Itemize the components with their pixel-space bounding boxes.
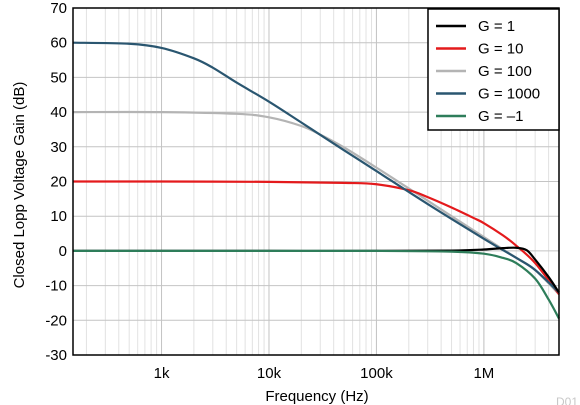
y-tick-label: 30 [50, 139, 67, 156]
legend-label: G = 10 [478, 41, 523, 58]
series-line-2 [72, 180, 560, 295]
y-tick-label: 20 [50, 174, 67, 191]
y-tick-label: 10 [50, 208, 67, 225]
x-axis-title: Frequency (Hz) [265, 388, 368, 405]
y-tick-label: 40 [50, 104, 67, 121]
y-tick-label: -20 [45, 312, 67, 329]
x-tick-label: 10k [257, 365, 282, 382]
x-tick-label: 100k [360, 365, 393, 382]
series-lines [72, 41, 560, 320]
legend-label: G = 100 [478, 63, 532, 80]
y-tick-label: 70 [50, 0, 67, 17]
y-tick-label: 50 [50, 69, 67, 86]
series-line-4 [72, 41, 560, 294]
y-tick-label: -10 [45, 278, 67, 295]
x-tick-label: 1M [473, 365, 494, 382]
y-tick-labels: 70 60 50 40 30 20 10 0 -10 -20 -30 [45, 0, 67, 364]
legend-label: G = 1000 [478, 86, 540, 103]
plot-frame [72, 7, 560, 356]
y-tick-label: 60 [50, 35, 67, 52]
legend-box [427, 8, 560, 131]
y-tick-label: -30 [45, 347, 67, 364]
series-line-3 [72, 110, 560, 296]
x-tick-label: 1k [154, 365, 170, 382]
legend-label: G = –1 [478, 108, 523, 125]
series-line-5 [72, 249, 560, 320]
legend: G = 1 G = 10 G = 100 G = 1000 G = –1 [427, 8, 560, 131]
y-tick-label: 0 [59, 243, 67, 260]
legend-label: G = 1 [478, 18, 515, 35]
corner-tag: D01 [556, 395, 578, 405]
y-axis-title: Closed Lopp Voltage Gain (dB) [11, 82, 28, 289]
x-tick-labels: 1k 10k 100k 1M [154, 365, 495, 382]
